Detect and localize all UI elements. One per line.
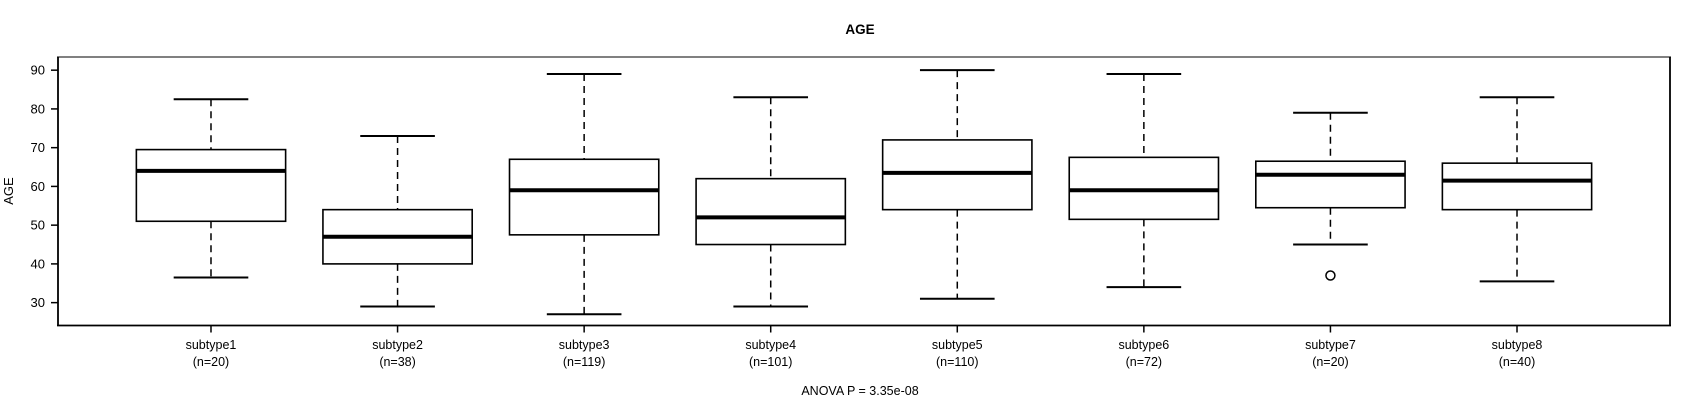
- x-axis-count-label: (n=20): [1312, 355, 1348, 369]
- y-tick-label: 60: [31, 179, 45, 194]
- chart-title: AGE: [845, 22, 874, 37]
- x-axis-label: subtype8: [1492, 338, 1543, 352]
- y-tick-label: 70: [31, 140, 45, 155]
- x-axis-count-label: (n=110): [936, 355, 979, 369]
- y-tick-label: 30: [31, 295, 45, 310]
- y-tick-label: 40: [31, 256, 45, 271]
- x-axis-count-label: (n=119): [563, 355, 606, 369]
- x-axis-label: subtype7: [1305, 338, 1356, 352]
- x-axis-label: subtype6: [1118, 338, 1169, 352]
- outlier-point: [1325, 270, 1336, 281]
- plot-area: 30 40 50 60 70 80 90 subtype1 (n=20) subtype2 (n=3…: [31, 56, 1671, 369]
- x-axis-label: subtype4: [745, 338, 796, 352]
- iqr-box: [508, 158, 660, 236]
- y-tick-label: 80: [31, 101, 45, 116]
- y-tick-label: 90: [31, 63, 45, 78]
- x-axis-count-label: (n=20): [193, 355, 229, 369]
- x-axis-label: subtype1: [186, 338, 237, 352]
- x-axis-label: subtype2: [372, 338, 423, 352]
- y-axis-title: AGE: [1, 177, 16, 205]
- x-axis-label: subtype5: [932, 338, 983, 352]
- iqr-box: [135, 148, 287, 223]
- iqr-box: [1441, 162, 1593, 211]
- x-axis-count-label: (n=72): [1126, 355, 1162, 369]
- y-tick-label: 50: [31, 218, 45, 233]
- x-axis-label: subtype3: [559, 338, 610, 352]
- x-axis-count-label: (n=40): [1499, 355, 1535, 369]
- anova-caption: ANOVA P = 3.35e-08: [801, 384, 918, 398]
- x-axis-count-label: (n=101): [749, 355, 792, 369]
- x-axis-count-label: (n=38): [379, 355, 415, 369]
- iqr-box: [1255, 160, 1406, 209]
- iqr-box: [695, 177, 847, 246]
